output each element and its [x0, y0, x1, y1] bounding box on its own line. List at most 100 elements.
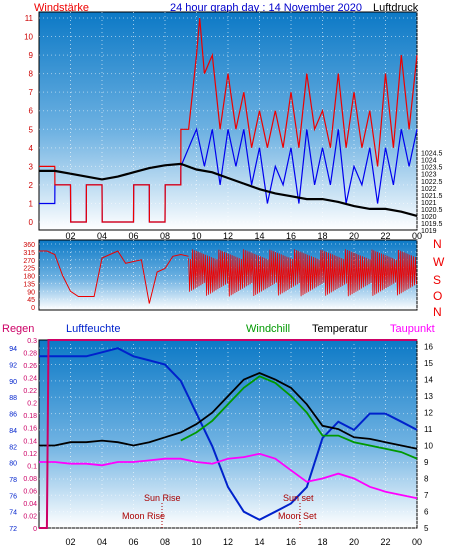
series-taupunkt: [39, 452, 418, 500]
x-tick-label: 04: [97, 231, 107, 241]
left-axis-title: Windstärke: [34, 2, 89, 14]
wind-tick-label: 8: [29, 70, 34, 79]
humidity-tick-label: 76: [9, 493, 17, 500]
x-tick-label: 12: [223, 537, 233, 547]
pressure-tick-label: 1021.5: [421, 193, 443, 200]
wind-tick-label: 5: [29, 125, 34, 134]
x-tick-label: 12: [223, 231, 233, 241]
x-tick-label: 20: [349, 537, 359, 547]
pressure-tick-label: 1023: [421, 172, 437, 179]
pressure-tick-label: 1019: [421, 228, 437, 235]
x-tick-label: 20: [349, 231, 359, 241]
grid-lines: [39, 12, 418, 529]
rain-tick-label: 0.18: [23, 413, 37, 420]
x-tick-label: 08: [160, 537, 170, 547]
pressure-tick-label: 1023.5: [421, 165, 443, 172]
pressure-tick-label: 1024: [421, 158, 437, 165]
rain-tick-label: 0.1: [27, 463, 37, 470]
temperature-tick-label: 12: [424, 409, 433, 418]
rain-label: Regen: [2, 323, 34, 335]
wind-tick-label: 0: [29, 218, 34, 227]
rain-tick-label: 0.02: [23, 513, 37, 520]
compass-s: S: [433, 273, 441, 287]
direction-tick-label: 315: [23, 250, 35, 257]
x-tick-label: 02: [65, 537, 75, 547]
compass-w: W: [433, 255, 445, 269]
pressure-tick-label: 1021: [421, 200, 437, 207]
temperature-tick-label: 13: [424, 392, 433, 401]
x-tick-label: 08: [160, 231, 170, 241]
humidity-tick-label: 72: [9, 526, 17, 533]
humidity-tick-label: 80: [9, 461, 17, 468]
direction-tick-label: 360: [23, 242, 35, 249]
humidity-tick-label: 74: [9, 510, 17, 517]
compass-n-top: N: [433, 237, 442, 251]
humidity-label: Luftfeuchte: [66, 323, 120, 335]
wind-tick-label: 2: [29, 181, 34, 190]
temperature-tick-label: 14: [424, 376, 433, 385]
sun-rise-label: Sun Rise: [144, 493, 181, 503]
windchill-label: Windchill: [246, 323, 290, 335]
x-tick-label: 06: [128, 231, 138, 241]
humidity-tick-label: 84: [9, 428, 17, 435]
compass-n-bottom: N: [433, 305, 442, 319]
pressure-tick-label: 1024.5: [421, 151, 443, 158]
x-tick-label: 22: [380, 231, 390, 241]
wind-tick-label: 9: [29, 51, 34, 60]
rain-tick-label: 0.14: [23, 438, 37, 445]
series-windrichtung: [39, 250, 189, 304]
series-temperatur: [39, 372, 418, 450]
sun-set-label: Sun set: [283, 493, 314, 503]
temperature-tick-label: 10: [424, 442, 433, 451]
x-tick-label: 00: [412, 231, 422, 241]
wind-tick-label: 3: [29, 162, 34, 171]
compass-o: O: [433, 289, 442, 303]
direction-tick-label: 0: [31, 305, 35, 312]
x-tick-label: 16: [286, 231, 296, 241]
wind-tick-label: 11: [25, 14, 34, 23]
x-tick-label: 18: [317, 537, 327, 547]
wind-tick-label: 7: [29, 88, 34, 97]
temperature-tick-label: 5: [424, 524, 429, 533]
humidity-tick-label: 78: [9, 477, 17, 484]
pressure-tick-label: 1019.5: [421, 221, 443, 228]
x-tick-label: 10: [191, 231, 201, 241]
temperature-tick-label: 16: [424, 343, 433, 352]
series-windrichtung-variability: [188, 249, 417, 297]
series-windchill: [180, 375, 418, 460]
dewpoint-label: Taupunkt: [390, 323, 435, 335]
temperature-tick-label: 9: [424, 458, 429, 467]
x-tick-label: 04: [97, 537, 107, 547]
moon-rise-label: Moon Rise: [122, 511, 165, 521]
data-marks: [39, 17, 418, 529]
rain-tick-label: 0.28: [23, 351, 37, 358]
rain-tick-label: 0.08: [23, 476, 37, 483]
temperature-label: Temperatur: [312, 323, 368, 335]
x-tick-label: 06: [128, 537, 138, 547]
direction-tick-label: 135: [23, 281, 35, 288]
rain-tick-label: 0.16: [23, 426, 37, 433]
series-luftdruck: [39, 162, 418, 217]
direction-tick-label: 225: [23, 266, 35, 273]
rain-tick-label: 0.2: [27, 401, 37, 408]
moon-set-label: Moon Set: [278, 511, 317, 521]
x-tick-label: 10: [191, 537, 201, 547]
humidity-tick-label: 88: [9, 395, 17, 402]
rain-tick-label: 0.12: [23, 451, 37, 458]
humidity-tick-label: 86: [9, 412, 17, 419]
humidity-tick-label: 94: [9, 346, 17, 353]
x-tick-label: 14: [254, 537, 264, 547]
series-windböen: [39, 17, 418, 223]
x-tick-label: 18: [317, 231, 327, 241]
pressure-tick-label: 1022: [421, 186, 437, 193]
rain-tick-label: 0.3: [27, 338, 37, 345]
humidity-tick-label: 90: [9, 379, 17, 386]
pressure-tick-label: 1022.5: [421, 179, 443, 186]
temperature-tick-label: 6: [424, 508, 429, 517]
pressure-tick-label: 1020.5: [421, 207, 443, 214]
x-tick-label: 16: [286, 537, 296, 547]
rain-tick-label: 0.26: [23, 363, 37, 370]
x-tick-label: 00: [412, 537, 422, 547]
